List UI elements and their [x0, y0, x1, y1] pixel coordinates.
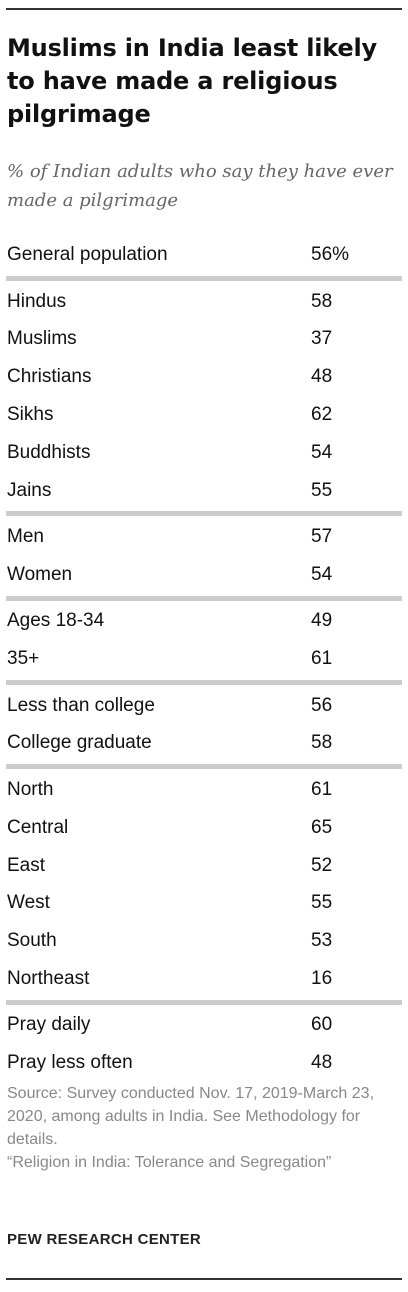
group-divider: [6, 511, 402, 517]
source-note: Source: Survey conducted Nov. 17, 2019-M…: [7, 1085, 375, 1148]
row-value: 58: [311, 732, 333, 754]
row-label: Pray less often: [7, 1052, 133, 1074]
row-value: 49: [311, 610, 333, 632]
row-value: 54: [311, 563, 333, 585]
row-value: 60: [311, 1014, 333, 1036]
row-value: 48: [311, 1052, 333, 1074]
group-divider: [6, 679, 402, 685]
row-value: 55: [311, 479, 333, 501]
group-divider: [6, 275, 402, 281]
row-label: 35+: [7, 648, 40, 670]
row-label: Hindus: [7, 290, 67, 312]
row-label: Less than college: [7, 694, 155, 716]
row-label: Pray daily: [7, 1014, 91, 1036]
row-value: 55: [311, 892, 333, 914]
row-label: East: [7, 854, 46, 876]
row-value: 65: [311, 816, 333, 838]
row-label: Central: [7, 816, 69, 838]
top-rule: [6, 8, 402, 10]
row-value: 37: [311, 328, 333, 350]
row-label: Northeast: [7, 967, 90, 989]
row-label: Ages 18-34: [7, 610, 105, 632]
row-value: 56: [311, 694, 333, 716]
group-divider: [6, 999, 402, 1005]
row-value: 53: [311, 930, 333, 952]
brand-label: PEW RESEARCH CENTER: [7, 1231, 202, 1248]
row-label: West: [7, 892, 50, 914]
row-value: 61: [311, 648, 333, 670]
row-label: Women: [7, 563, 73, 585]
group-divider: [6, 595, 402, 601]
row-label: General population: [7, 244, 168, 265]
row-label: Men: [7, 526, 44, 547]
row-label: South: [7, 930, 57, 952]
group-divider: [6, 764, 402, 770]
row-label: Jains: [7, 479, 52, 501]
row-value: 52: [311, 854, 333, 876]
row-value: 61: [311, 778, 333, 800]
row-label: North: [7, 778, 54, 800]
row-value: 16: [311, 967, 333, 989]
row-label: Sikhs: [7, 403, 54, 425]
source-report: “Religion in India: Tolerance and Segreg…: [7, 1154, 332, 1171]
row-label: College graduate: [7, 732, 152, 754]
row-value: 57: [311, 526, 333, 547]
row-value: 54: [311, 441, 333, 463]
row-label: Buddhists: [7, 441, 91, 463]
row-value: 48: [311, 366, 333, 388]
row-label: Christians: [7, 366, 92, 388]
row-value: 58: [311, 290, 333, 312]
chart-title: Muslims in India least likely to have ma…: [7, 34, 377, 128]
row-value: 56%: [311, 244, 350, 265]
row-value: 62: [311, 403, 333, 425]
chart-subtitle: % of Indian adults who say they have eve…: [7, 161, 393, 211]
bottom-rule: [6, 1278, 402, 1280]
source-block: Source: Survey conducted Nov. 17, 2019-M…: [7, 1082, 402, 1174]
row-label: Muslims: [7, 328, 77, 350]
